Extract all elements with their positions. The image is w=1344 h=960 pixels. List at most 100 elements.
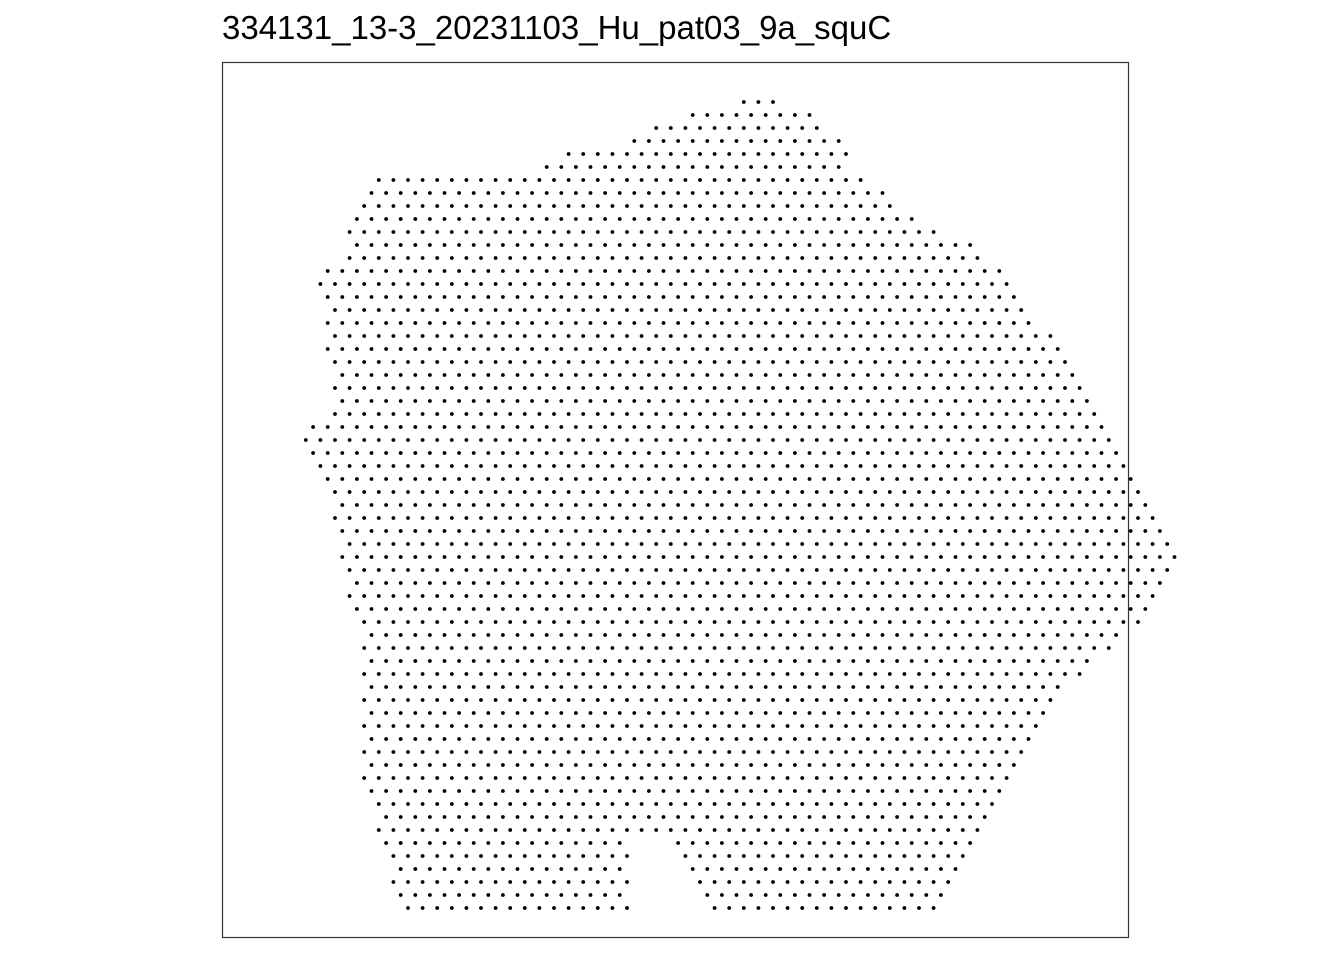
spot-point bbox=[836, 867, 841, 871]
spot-point bbox=[588, 555, 593, 559]
spot-point bbox=[325, 477, 330, 481]
spot-point bbox=[793, 555, 797, 559]
spot-point bbox=[428, 607, 432, 611]
spot-point bbox=[552, 724, 556, 728]
spot-point bbox=[1055, 451, 1060, 455]
spot-point bbox=[420, 334, 425, 338]
spot-point bbox=[603, 503, 607, 507]
spot-point bbox=[1019, 698, 1024, 702]
spot-point bbox=[559, 477, 564, 481]
spot-point bbox=[581, 334, 586, 338]
spot-point bbox=[1092, 542, 1097, 546]
spot-point bbox=[625, 360, 629, 364]
spot-point bbox=[836, 789, 841, 793]
spot-point bbox=[435, 490, 440, 494]
spot-point bbox=[690, 477, 695, 481]
spot-point bbox=[581, 360, 586, 364]
spot-point bbox=[982, 425, 987, 429]
spot-point bbox=[661, 529, 666, 533]
spot-point bbox=[632, 191, 637, 195]
spot-point bbox=[1063, 360, 1067, 364]
spot-point bbox=[727, 620, 732, 624]
spot-point bbox=[508, 568, 513, 572]
spot-point bbox=[1055, 399, 1060, 403]
spot-point bbox=[435, 672, 440, 676]
spot-point bbox=[858, 698, 863, 702]
spot-point bbox=[1019, 490, 1024, 494]
spot-point bbox=[931, 594, 936, 598]
spot-point bbox=[442, 451, 447, 455]
spot-point bbox=[749, 633, 753, 637]
spot-point bbox=[1012, 685, 1016, 689]
spot-point bbox=[566, 152, 571, 156]
spot-point bbox=[749, 893, 753, 897]
spot-point bbox=[588, 295, 593, 299]
spot-point bbox=[720, 269, 724, 273]
spot-point bbox=[851, 737, 856, 741]
spot-point bbox=[683, 490, 688, 494]
spot-point bbox=[968, 607, 972, 611]
spot-point bbox=[690, 451, 695, 455]
spot-point bbox=[442, 737, 447, 741]
spot-point bbox=[851, 685, 856, 689]
spot-point bbox=[953, 373, 958, 377]
spot-point bbox=[1004, 490, 1009, 494]
spot-point bbox=[771, 646, 775, 650]
spot-point bbox=[355, 347, 359, 351]
spot-point bbox=[690, 737, 695, 741]
spot-point bbox=[544, 399, 549, 403]
spot-point bbox=[391, 282, 396, 286]
spot-point bbox=[749, 295, 753, 299]
spot-point bbox=[960, 334, 965, 338]
spot-point bbox=[479, 308, 483, 312]
spot-point bbox=[544, 789, 549, 793]
spot-point bbox=[347, 438, 352, 442]
spot-point bbox=[895, 607, 899, 611]
spot-point bbox=[778, 477, 783, 481]
spot-point bbox=[822, 347, 826, 351]
spot-point bbox=[522, 334, 527, 338]
spot-point bbox=[749, 113, 753, 117]
spot-point bbox=[464, 802, 469, 806]
spot-point bbox=[603, 789, 607, 793]
spot-point bbox=[939, 269, 943, 273]
spot-point bbox=[603, 867, 607, 871]
spot-point bbox=[778, 269, 783, 273]
spot-point bbox=[887, 776, 892, 780]
spot-point bbox=[676, 841, 680, 845]
spot-point bbox=[617, 841, 622, 845]
spot-point bbox=[391, 620, 396, 624]
spot-point bbox=[749, 139, 753, 143]
spot-point bbox=[902, 698, 907, 702]
spot-point bbox=[632, 269, 637, 273]
spot-point bbox=[595, 490, 600, 494]
spot-point bbox=[471, 529, 476, 533]
spot-point bbox=[340, 347, 345, 351]
spot-point bbox=[1106, 490, 1111, 494]
spot-point bbox=[1085, 451, 1089, 455]
spot-point bbox=[814, 516, 819, 520]
spot-point bbox=[1055, 633, 1060, 637]
spot-point bbox=[829, 204, 834, 208]
spot-point bbox=[340, 373, 345, 377]
spot-point bbox=[603, 659, 607, 663]
spot-point bbox=[858, 776, 863, 780]
spot-point bbox=[982, 269, 987, 273]
spot-point bbox=[946, 828, 951, 832]
spot-point bbox=[909, 893, 914, 897]
spot-point bbox=[457, 451, 461, 455]
spot-point bbox=[844, 802, 848, 806]
spot-point bbox=[734, 581, 739, 585]
spot-point bbox=[581, 620, 586, 624]
spot-point bbox=[836, 399, 841, 403]
spot-point bbox=[1136, 542, 1140, 546]
spot-point bbox=[486, 347, 491, 351]
spot-point bbox=[376, 698, 381, 702]
spot-point bbox=[442, 841, 447, 845]
spot-point bbox=[771, 750, 775, 754]
spot-point bbox=[661, 685, 666, 689]
spot-point bbox=[960, 776, 965, 780]
spot-point bbox=[931, 698, 936, 702]
spot-point bbox=[858, 620, 863, 624]
spot-point bbox=[552, 516, 556, 520]
